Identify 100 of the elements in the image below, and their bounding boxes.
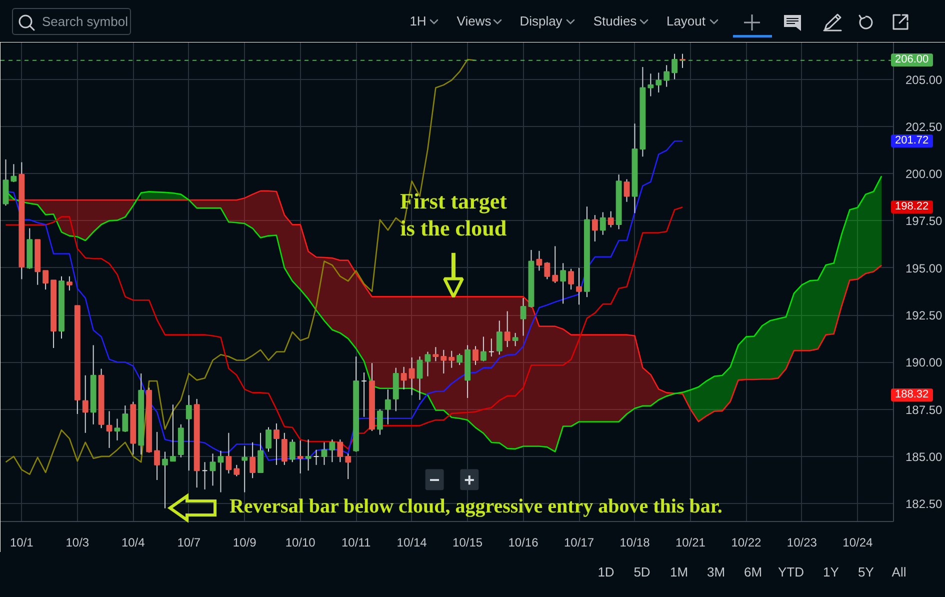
y-tick-label: 190.00	[906, 356, 943, 370]
candlestick	[82, 374, 88, 434]
x-tick-label: 10/3	[66, 536, 90, 550]
x-tick-label: 10/23	[786, 536, 818, 550]
text: 1M	[670, 564, 688, 582]
candlestick	[2, 158, 9, 206]
candlestick	[10, 164, 17, 183]
candlestick	[648, 73, 654, 97]
candlestick	[376, 408, 383, 436]
candlestick	[544, 262, 550, 280]
x-tick-label: 10/17	[564, 536, 594, 550]
x-tick-label: 10/7	[177, 536, 201, 550]
candlestick	[170, 404, 176, 462]
text: Views	[456, 12, 492, 31]
candlestick	[536, 250, 542, 272]
candlestick	[313, 449, 320, 466]
candlestick	[154, 431, 160, 481]
candlestick	[202, 462, 208, 490]
annotation: −	[429, 470, 440, 490]
candlestick	[384, 388, 391, 425]
candlestick	[504, 310, 510, 348]
candlestick	[440, 349, 447, 374]
x-tick-label: 10/21	[675, 536, 706, 550]
candlestick	[488, 338, 494, 357]
candlestick	[273, 422, 280, 466]
y-tick-label: 195.00	[906, 261, 943, 276]
candlestick	[66, 276, 72, 291]
text: Studies	[593, 12, 637, 31]
candlestick	[114, 418, 120, 441]
candlestick	[568, 268, 574, 290]
candlestick	[592, 214, 598, 242]
candlestick	[448, 350, 455, 368]
candlestick	[242, 446, 248, 493]
x-tick-label: 10/18	[620, 536, 650, 550]
text: 5D	[634, 564, 650, 582]
candlestick	[258, 432, 264, 473]
y-tick-label: 197.50	[906, 214, 943, 228]
candlestick	[432, 346, 439, 362]
candlestick	[266, 426, 272, 452]
text: YTD	[778, 564, 804, 582]
candlestick	[496, 320, 502, 356]
candlestick	[305, 438, 312, 472]
candlestick	[656, 72, 662, 93]
ref-line-label: 206.00	[891, 54, 933, 66]
candlestick	[226, 432, 232, 474]
x-tick-label: 10/1	[10, 536, 34, 550]
text: 5Y	[858, 564, 874, 582]
candlestick	[576, 267, 582, 306]
x-tick-label: 10/10	[285, 536, 316, 550]
candlestick	[106, 410, 112, 448]
x-tick-label: 10/16	[508, 536, 539, 550]
text: 6M	[744, 564, 762, 582]
text: 3M	[706, 564, 726, 582]
y-tick-label: 192.50	[906, 308, 943, 322]
x-tick-label: 10/9	[232, 536, 257, 550]
text: Search symbol	[12, 8, 131, 35]
candlestick	[608, 210, 614, 228]
candlestick	[520, 298, 526, 336]
annotation: 201.72	[891, 134, 933, 148]
candlestick	[600, 212, 606, 236]
candlestick	[42, 270, 49, 290]
x-tick-label: 10/11	[342, 536, 371, 550]
candlestick	[361, 372, 368, 418]
y-tick-label: 185.00	[906, 450, 943, 464]
candlestick	[329, 438, 336, 463]
x-tick-label: 10/15	[452, 536, 483, 550]
candlestick	[416, 356, 423, 400]
candlestick	[552, 246, 558, 284]
candlestick	[472, 346, 478, 366]
text: 1H	[410, 12, 426, 31]
annotation: +	[464, 470, 475, 490]
x-tick-label: 10/4	[121, 536, 146, 550]
candlestick	[234, 464, 240, 477]
candlestick	[624, 178, 630, 202]
candlestick	[210, 453, 216, 486]
candlestick	[424, 351, 431, 377]
annotation: 198.22	[891, 200, 933, 214]
candlestick	[250, 442, 256, 479]
candlestick	[218, 450, 224, 493]
candlestick	[337, 438, 344, 463]
candlestick	[664, 64, 670, 88]
candlestick	[480, 336, 486, 362]
candlestick	[512, 332, 518, 347]
candlestick	[297, 440, 304, 474]
candlestick	[400, 366, 407, 390]
text: Display	[520, 12, 562, 31]
y-tick-label: 202.50	[906, 120, 943, 134]
y-tick-label: 182.50	[906, 497, 943, 512]
text: Layout	[666, 12, 706, 31]
annotation: 188.32	[891, 388, 933, 402]
candlestick	[321, 442, 328, 466]
candlestick	[456, 353, 463, 366]
y-tick-label: 187.50	[906, 402, 943, 417]
text: 1D	[598, 564, 614, 582]
text: 1Y	[823, 564, 839, 582]
candlestick	[122, 405, 128, 432]
candlestick	[289, 438, 296, 463]
x-tick-label: 10/24	[842, 536, 874, 550]
x-tick-label: 10/22	[731, 536, 762, 550]
candlestick	[162, 451, 168, 509]
